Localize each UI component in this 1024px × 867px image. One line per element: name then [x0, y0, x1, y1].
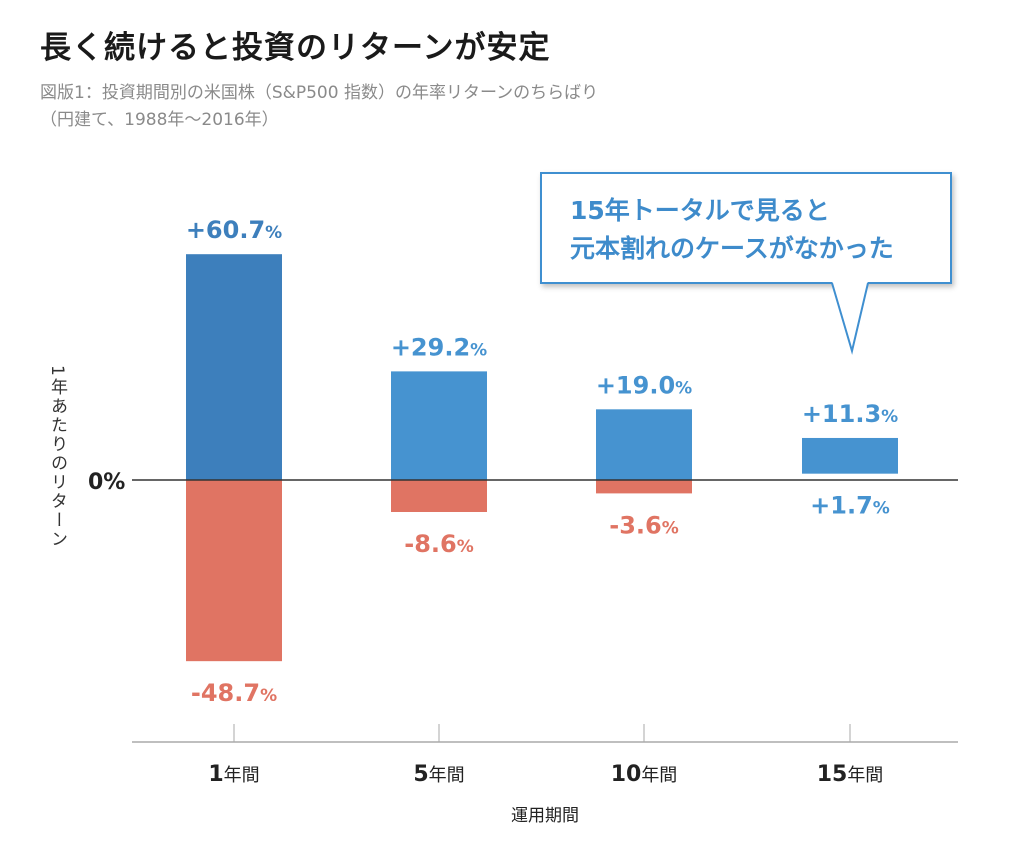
x-tick-label-1: 1年間 [208, 762, 259, 787]
bar-positive-3 [596, 409, 692, 480]
bar-negative-3 [596, 480, 692, 494]
bar-range-4 [802, 437, 898, 474]
max-label-3: +19.0% [596, 371, 692, 399]
zero-label: 0% [88, 470, 125, 495]
min-label-2: -8.6% [404, 530, 474, 558]
callout-line-2: 元本割れのケースがなかった [570, 234, 894, 263]
max-label-2: +29.2% [391, 333, 487, 361]
chart-subtitle: 図版1：投資期間別の米国株（S&P500 指数）の年率リターンのちらばり （円建… [40, 80, 598, 134]
bar-positive-1 [186, 254, 282, 480]
subtitle-line-2: （円建て、1988年〜2016年） [40, 110, 279, 130]
x-axis-label: 運用期間 [511, 806, 579, 826]
bar-positive-2 [391, 371, 487, 480]
bar-negative-1 [186, 480, 282, 662]
min-label-4: +1.7% [810, 492, 890, 520]
bar-negative-2 [391, 480, 487, 512]
max-label-1: +60.7% [186, 216, 282, 244]
callout-text: 15年トータルで見ると 元本割れのケースがなかった [570, 192, 894, 268]
min-label-1: -48.7% [191, 679, 277, 707]
x-tick-label-2: 5年間 [413, 762, 464, 787]
x-tick-label-3: 10年間 [611, 762, 678, 787]
callout-box: 15年トータルで見ると 元本割れのケースがなかった [540, 172, 952, 284]
callout-line-1: 15年トータルで見ると [570, 196, 830, 225]
y-axis-label: 1年あたりのリターン [47, 365, 67, 549]
max-label-4: +11.3% [802, 400, 898, 428]
min-label-3: -3.6% [609, 511, 679, 539]
chart-title: 長く続けると投資のリターンが安定 [40, 30, 551, 66]
subtitle-line-1: 図版1：投資期間別の米国株（S&P500 指数）の年率リターンのちらばり [40, 83, 599, 103]
x-tick-label-4: 15年間 [817, 762, 884, 787]
